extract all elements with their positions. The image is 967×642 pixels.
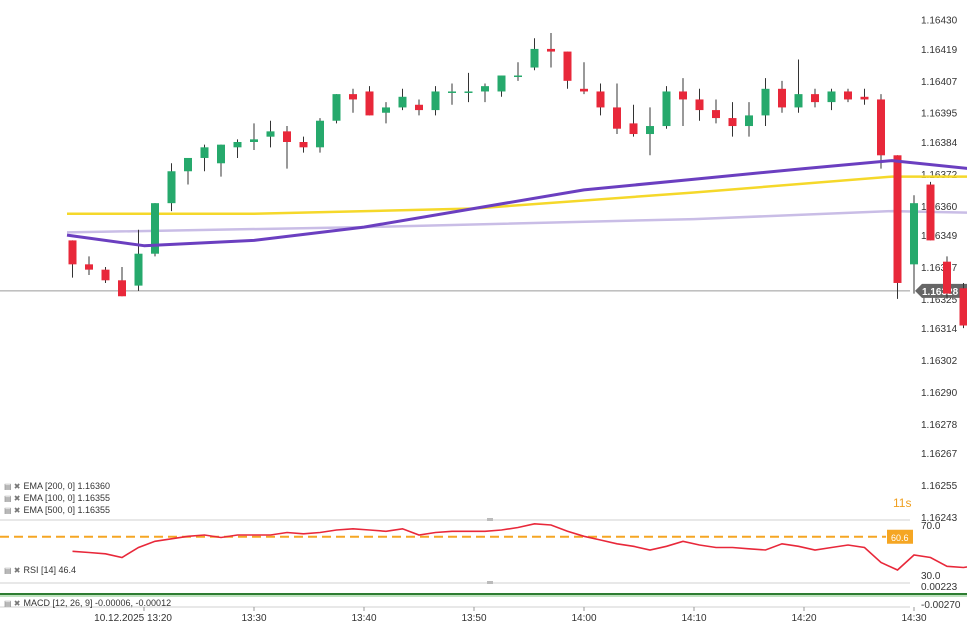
candle-up: [168, 171, 176, 203]
candle-down: [118, 280, 126, 296]
candle-up: [382, 107, 390, 112]
indicator-menu-icon[interactable]: ▤ ✖: [4, 599, 20, 608]
candle-down: [696, 99, 704, 110]
ema100-line: [67, 161, 967, 246]
candle-down: [877, 99, 885, 155]
candle-up: [828, 91, 836, 102]
time-axis-tick: 14:00: [571, 613, 596, 624]
pane-resize-handle: [487, 518, 493, 521]
price-axis-tick: 1.16407: [921, 77, 958, 88]
rsi-axis-tick: 70.0: [921, 521, 941, 532]
price-axis-tick: 1.16278: [921, 420, 958, 431]
candle-down: [547, 49, 555, 52]
candle-down: [69, 240, 77, 264]
candle-up: [201, 147, 209, 158]
candle-down: [679, 91, 687, 99]
candle-down: [943, 262, 951, 294]
candle-up: [910, 203, 918, 264]
candle-up: [465, 91, 473, 93]
candle-down: [960, 288, 967, 325]
rsi-threshold-label: 60.6: [891, 533, 909, 543]
candle-down: [729, 118, 737, 126]
candle-up: [795, 94, 803, 107]
macd-axis-tick: -0.00270: [921, 600, 961, 611]
candle-up: [745, 115, 753, 126]
time-axis-tick: 10.12.2025 13:20: [94, 613, 172, 624]
candle-up: [762, 89, 770, 116]
candle-down: [102, 270, 110, 281]
macd-axis-tick: 0.00223: [921, 582, 958, 593]
candle-down: [712, 110, 720, 118]
time-axis-tick: 13:30: [241, 613, 266, 624]
candle-up: [234, 142, 242, 147]
candle-down: [415, 105, 423, 110]
time-axis-tick: 13:40: [351, 613, 376, 624]
price-axis-tick: 1.16395: [921, 109, 958, 120]
candle-up: [663, 91, 671, 126]
candle-down: [894, 155, 902, 283]
rsi-legend: ▤ ✖RSI [14] 46.4: [4, 565, 76, 575]
time-axis-tick: 13:50: [461, 613, 486, 624]
candle-down: [778, 89, 786, 108]
candle-down: [811, 94, 819, 102]
candle-up: [135, 254, 143, 286]
price-axis-tick: 1.16302: [921, 356, 958, 367]
price-axis-tick: 1.16255: [921, 481, 958, 492]
price-axis-tick: 1.16290: [921, 388, 958, 399]
price-axis-tick: 1.16267: [921, 449, 958, 460]
candle-up: [184, 158, 192, 171]
candle-down: [861, 97, 869, 100]
candle-up: [481, 86, 489, 91]
price-axis-tick: 1.16384: [921, 138, 958, 149]
candle-down: [300, 142, 308, 147]
candle-down: [630, 123, 638, 134]
ema500-legend: ▤ ✖EMA [500, 0] 1.16355: [4, 505, 110, 515]
candle-down: [597, 91, 605, 107]
candle-up: [333, 94, 341, 121]
ema200-line: [67, 177, 967, 214]
time-axis-tick: 14:10: [681, 613, 706, 624]
candle-up: [250, 139, 258, 142]
candle-up: [531, 49, 539, 68]
candle-up: [646, 126, 654, 134]
candle-down: [927, 185, 935, 241]
candle-down: [349, 94, 357, 99]
indicator-menu-icon[interactable]: ▤ ✖: [4, 482, 20, 491]
candle-down: [844, 91, 852, 99]
current-price-label: 1.16328: [922, 287, 959, 298]
price-axis-tick: 1.16337: [921, 263, 958, 274]
ema100-legend: ▤ ✖EMA [100, 0] 1.16355: [4, 493, 110, 503]
candle-up: [432, 91, 440, 110]
candle-down: [580, 89, 588, 92]
ema200-legend: ▤ ✖EMA [200, 0] 1.16360: [4, 481, 110, 491]
price-axis-tick: 1.16419: [921, 45, 958, 56]
rsi-line: [73, 524, 967, 574]
time-axis-tick: 14:30: [901, 613, 926, 624]
price-axis-tick: 1.16349: [921, 231, 958, 242]
rsi-axis-tick: 30.0: [921, 571, 941, 582]
indicator-menu-icon[interactable]: ▤ ✖: [4, 494, 20, 503]
time-axis-tick: 14:20: [791, 613, 816, 624]
candle-up: [514, 76, 522, 78]
indicator-menu-icon[interactable]: ▤ ✖: [4, 506, 20, 515]
candle-down: [613, 107, 621, 128]
macd-legend: ▤ ✖MACD [12, 26, 9] -0.00006, -0.00012: [4, 598, 171, 608]
candle-countdown: 11s: [893, 496, 911, 510]
candle-down: [366, 91, 374, 115]
candle-up: [399, 97, 407, 108]
price-axis-tick: 1.16314: [921, 324, 958, 335]
indicator-menu-icon[interactable]: ▤ ✖: [4, 566, 20, 575]
candle-down: [85, 264, 93, 269]
candle-up: [217, 145, 225, 164]
candle-up: [316, 121, 324, 148]
candle-down: [564, 52, 572, 81]
candle-up: [448, 91, 456, 93]
pane-resize-handle: [487, 581, 493, 584]
candle-up: [498, 76, 506, 92]
candle-down: [283, 131, 291, 142]
candle-up: [267, 131, 275, 136]
price-axis-tick: 1.16430: [921, 16, 958, 27]
